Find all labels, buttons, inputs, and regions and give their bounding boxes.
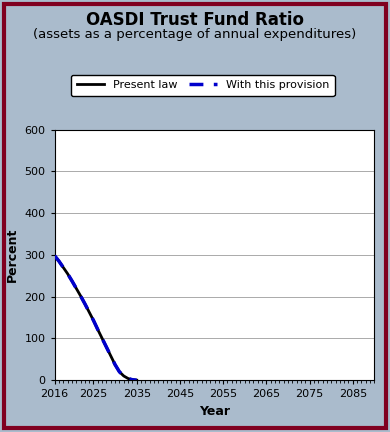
Text: (assets as a percentage of annual expenditures): (assets as a percentage of annual expend… (34, 28, 356, 41)
Text: OASDI Trust Fund Ratio: OASDI Trust Fund Ratio (86, 11, 304, 29)
X-axis label: Year: Year (199, 405, 230, 418)
Y-axis label: Percent: Percent (6, 228, 19, 282)
Legend: Present law, With this provision: Present law, With this provision (71, 75, 335, 96)
